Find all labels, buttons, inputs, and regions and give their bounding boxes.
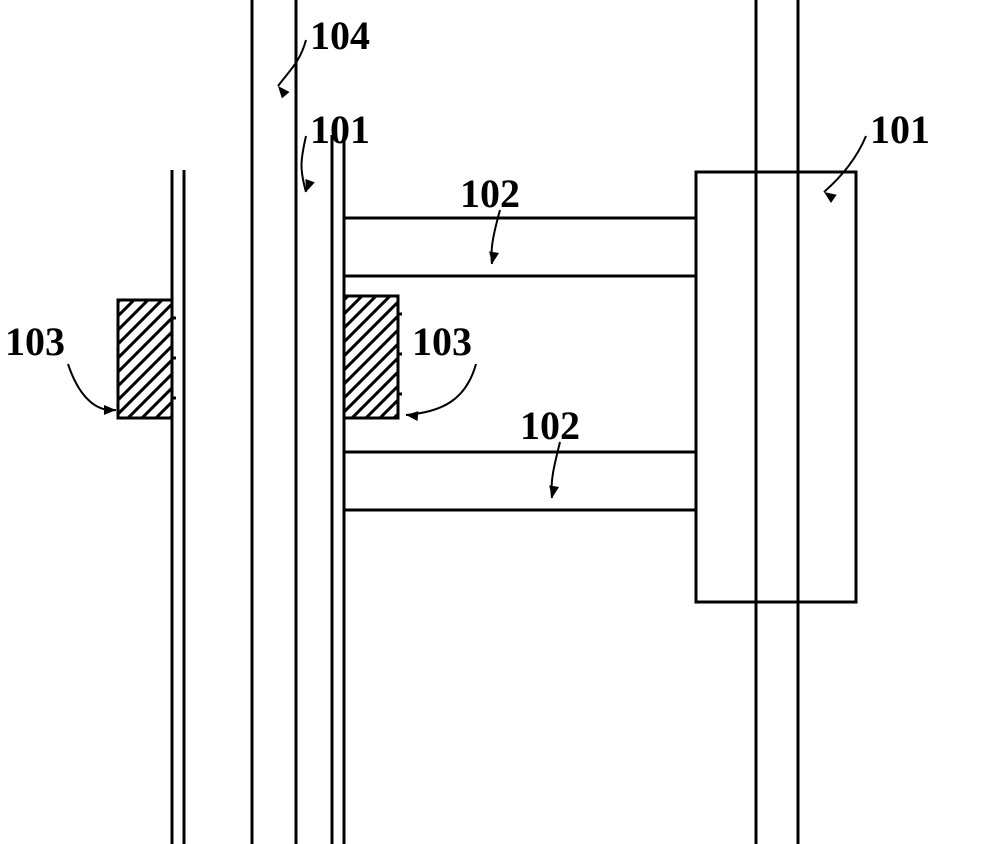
- label-101b: 101: [870, 106, 930, 153]
- hatched-blocks: [118, 296, 398, 418]
- label-104: 104: [310, 12, 370, 59]
- junction-block: [696, 172, 856, 602]
- label-102a: 102: [460, 170, 520, 217]
- label-101a: 101: [310, 106, 370, 153]
- label-103a: 103: [5, 318, 65, 365]
- technical-diagram: [0, 0, 1000, 844]
- label-103b: 103: [412, 318, 472, 365]
- label-102b: 102: [520, 402, 580, 449]
